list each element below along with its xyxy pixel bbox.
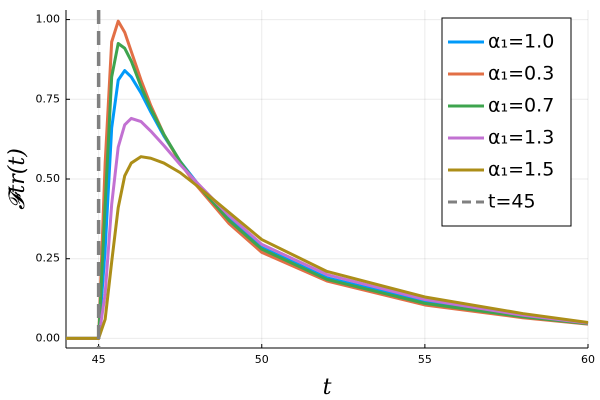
y-tick-label: 0.00 xyxy=(36,331,61,344)
y-tick-label: 1.00 xyxy=(36,13,61,26)
x-tick-label: 55 xyxy=(418,353,432,366)
x-tick-label: 60 xyxy=(581,353,595,366)
y-axis-label: 𝓕tr(t) xyxy=(5,148,30,210)
legend-label: t=45 xyxy=(488,191,536,213)
x-axis-label: t xyxy=(323,375,332,400)
legend-label: α₁=0.7 xyxy=(488,95,554,117)
series-line xyxy=(66,41,589,340)
y-tick-label: 0.50 xyxy=(36,172,61,185)
legend-box xyxy=(441,17,572,227)
legend-label: α₁=1.3 xyxy=(488,127,554,149)
series-line xyxy=(66,155,589,340)
legend-label: α₁=0.3 xyxy=(488,63,554,85)
y-tick-label: 0.25 xyxy=(36,252,61,265)
series-line xyxy=(66,116,589,340)
legend-label: α₁=1.0 xyxy=(488,31,554,53)
legend-label: α₁=1.5 xyxy=(488,159,554,181)
y-tick-label: 0.75 xyxy=(36,92,61,105)
x-tick-label: 45 xyxy=(92,353,106,366)
x-tick-label: 50 xyxy=(255,353,269,366)
